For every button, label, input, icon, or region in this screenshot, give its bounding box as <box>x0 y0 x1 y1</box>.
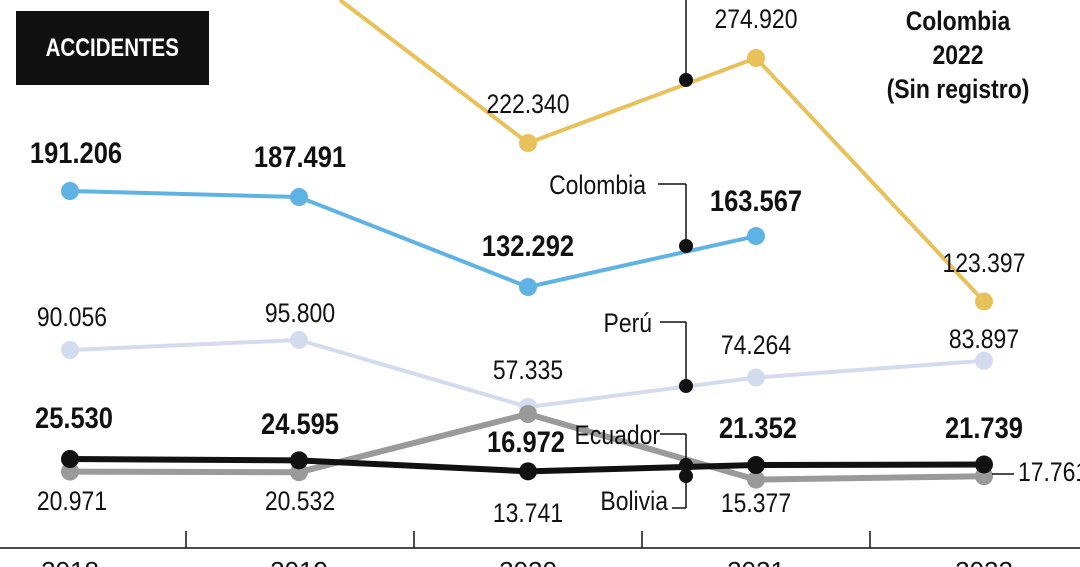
label-bolivia-2021: 15.377 <box>721 488 791 518</box>
leader-dot-bolivia <box>679 469 693 483</box>
label-ecuador-2019: 24.595 <box>261 407 339 440</box>
series-4-point-2 <box>519 462 537 481</box>
series-1-point-3 <box>747 227 765 246</box>
series-2-point-1 <box>290 330 308 349</box>
leader-dot-ecuador <box>679 458 693 472</box>
label-peru-2018: 90.056 <box>37 302 107 332</box>
label-ecuador-2021: 21.352 <box>719 411 797 444</box>
label-ecuador-2020: 16.972 <box>487 425 565 458</box>
series-4-point-3 <box>747 456 765 475</box>
series-2-point-4 <box>975 351 993 370</box>
series-1-point-2 <box>519 278 537 296</box>
note-line-1: Colombia <box>905 6 1011 36</box>
series-4-point-1 <box>290 451 308 470</box>
label-bolivia-2018: 20.971 <box>37 486 107 516</box>
x-tick-label-2022: 2022 <box>955 556 1013 567</box>
label-peru-2021: 74.264 <box>721 330 791 360</box>
label-ecuador-2022: 21.739 <box>945 411 1023 444</box>
label-peru-2019: 95.800 <box>265 298 335 328</box>
label-blue-2018: 191.206 <box>30 136 122 169</box>
leader-dot-colombia-blue <box>679 239 693 253</box>
chart-badge: ACCIDENTES <box>16 11 209 85</box>
series-4-point-4 <box>975 455 993 474</box>
series-1-point-0 <box>61 182 79 200</box>
x-tick-label-2019: 2019 <box>270 556 328 567</box>
x-tick-label-2020: 2020 <box>499 556 557 567</box>
label-colombia-2021: 274.920 <box>715 4 798 34</box>
series-0-point-2 <box>975 292 993 311</box>
label-colombia-2022: 123.397 <box>943 248 1026 278</box>
series-line-1 <box>69 189 757 289</box>
name-label-ecuador: Ecuador <box>575 420 660 450</box>
series-2-point-0 <box>61 341 79 359</box>
label-ecuador-2018: 25.530 <box>35 401 113 434</box>
note-line-2: 2022 <box>932 40 984 70</box>
label-colombia-2020: 222.340 <box>487 89 570 119</box>
series-0-point-1 <box>747 49 765 67</box>
name-label-colombia: Colombia <box>549 170 646 200</box>
label-bolivia-2019: 20.532 <box>265 486 335 516</box>
series-3-point-2 <box>519 405 537 423</box>
x-tick-label-2018: 2018 <box>41 556 99 567</box>
series-0-point-0 <box>519 134 537 152</box>
leader-dot-peru <box>679 379 693 393</box>
name-label-peru: Perú <box>604 308 652 338</box>
label-bolivia-2022: 17.761 <box>1018 457 1080 487</box>
series-4-point-0 <box>61 450 79 468</box>
series-2-point-3 <box>747 368 765 387</box>
badge-label: ACCIDENTES <box>45 33 180 62</box>
x-tick-label-2021: 2021 <box>727 556 785 567</box>
series-3-point-0 <box>61 462 79 481</box>
label-bolivia-2020: 13.741 <box>493 498 563 528</box>
label-peru-2022: 83.897 <box>949 324 1019 354</box>
label-blue-2021: 163.567 <box>710 184 802 217</box>
label-peru-2020: 57.335 <box>493 355 563 385</box>
label-blue-2020: 132.292 <box>482 229 574 262</box>
leader-dot-colombia-gold <box>679 73 693 87</box>
name-label-bolivia: Bolivia <box>600 486 668 516</box>
colombia-line-extension <box>338 0 530 145</box>
note-line-3: (Sin registro) <box>886 74 1030 104</box>
colombia-2022-note: Colombia 2022 (Sin registro) <box>882 4 1035 106</box>
series-3-point-3 <box>747 470 765 489</box>
label-blue-2019: 187.491 <box>254 140 346 173</box>
series-1-point-1 <box>290 188 308 207</box>
